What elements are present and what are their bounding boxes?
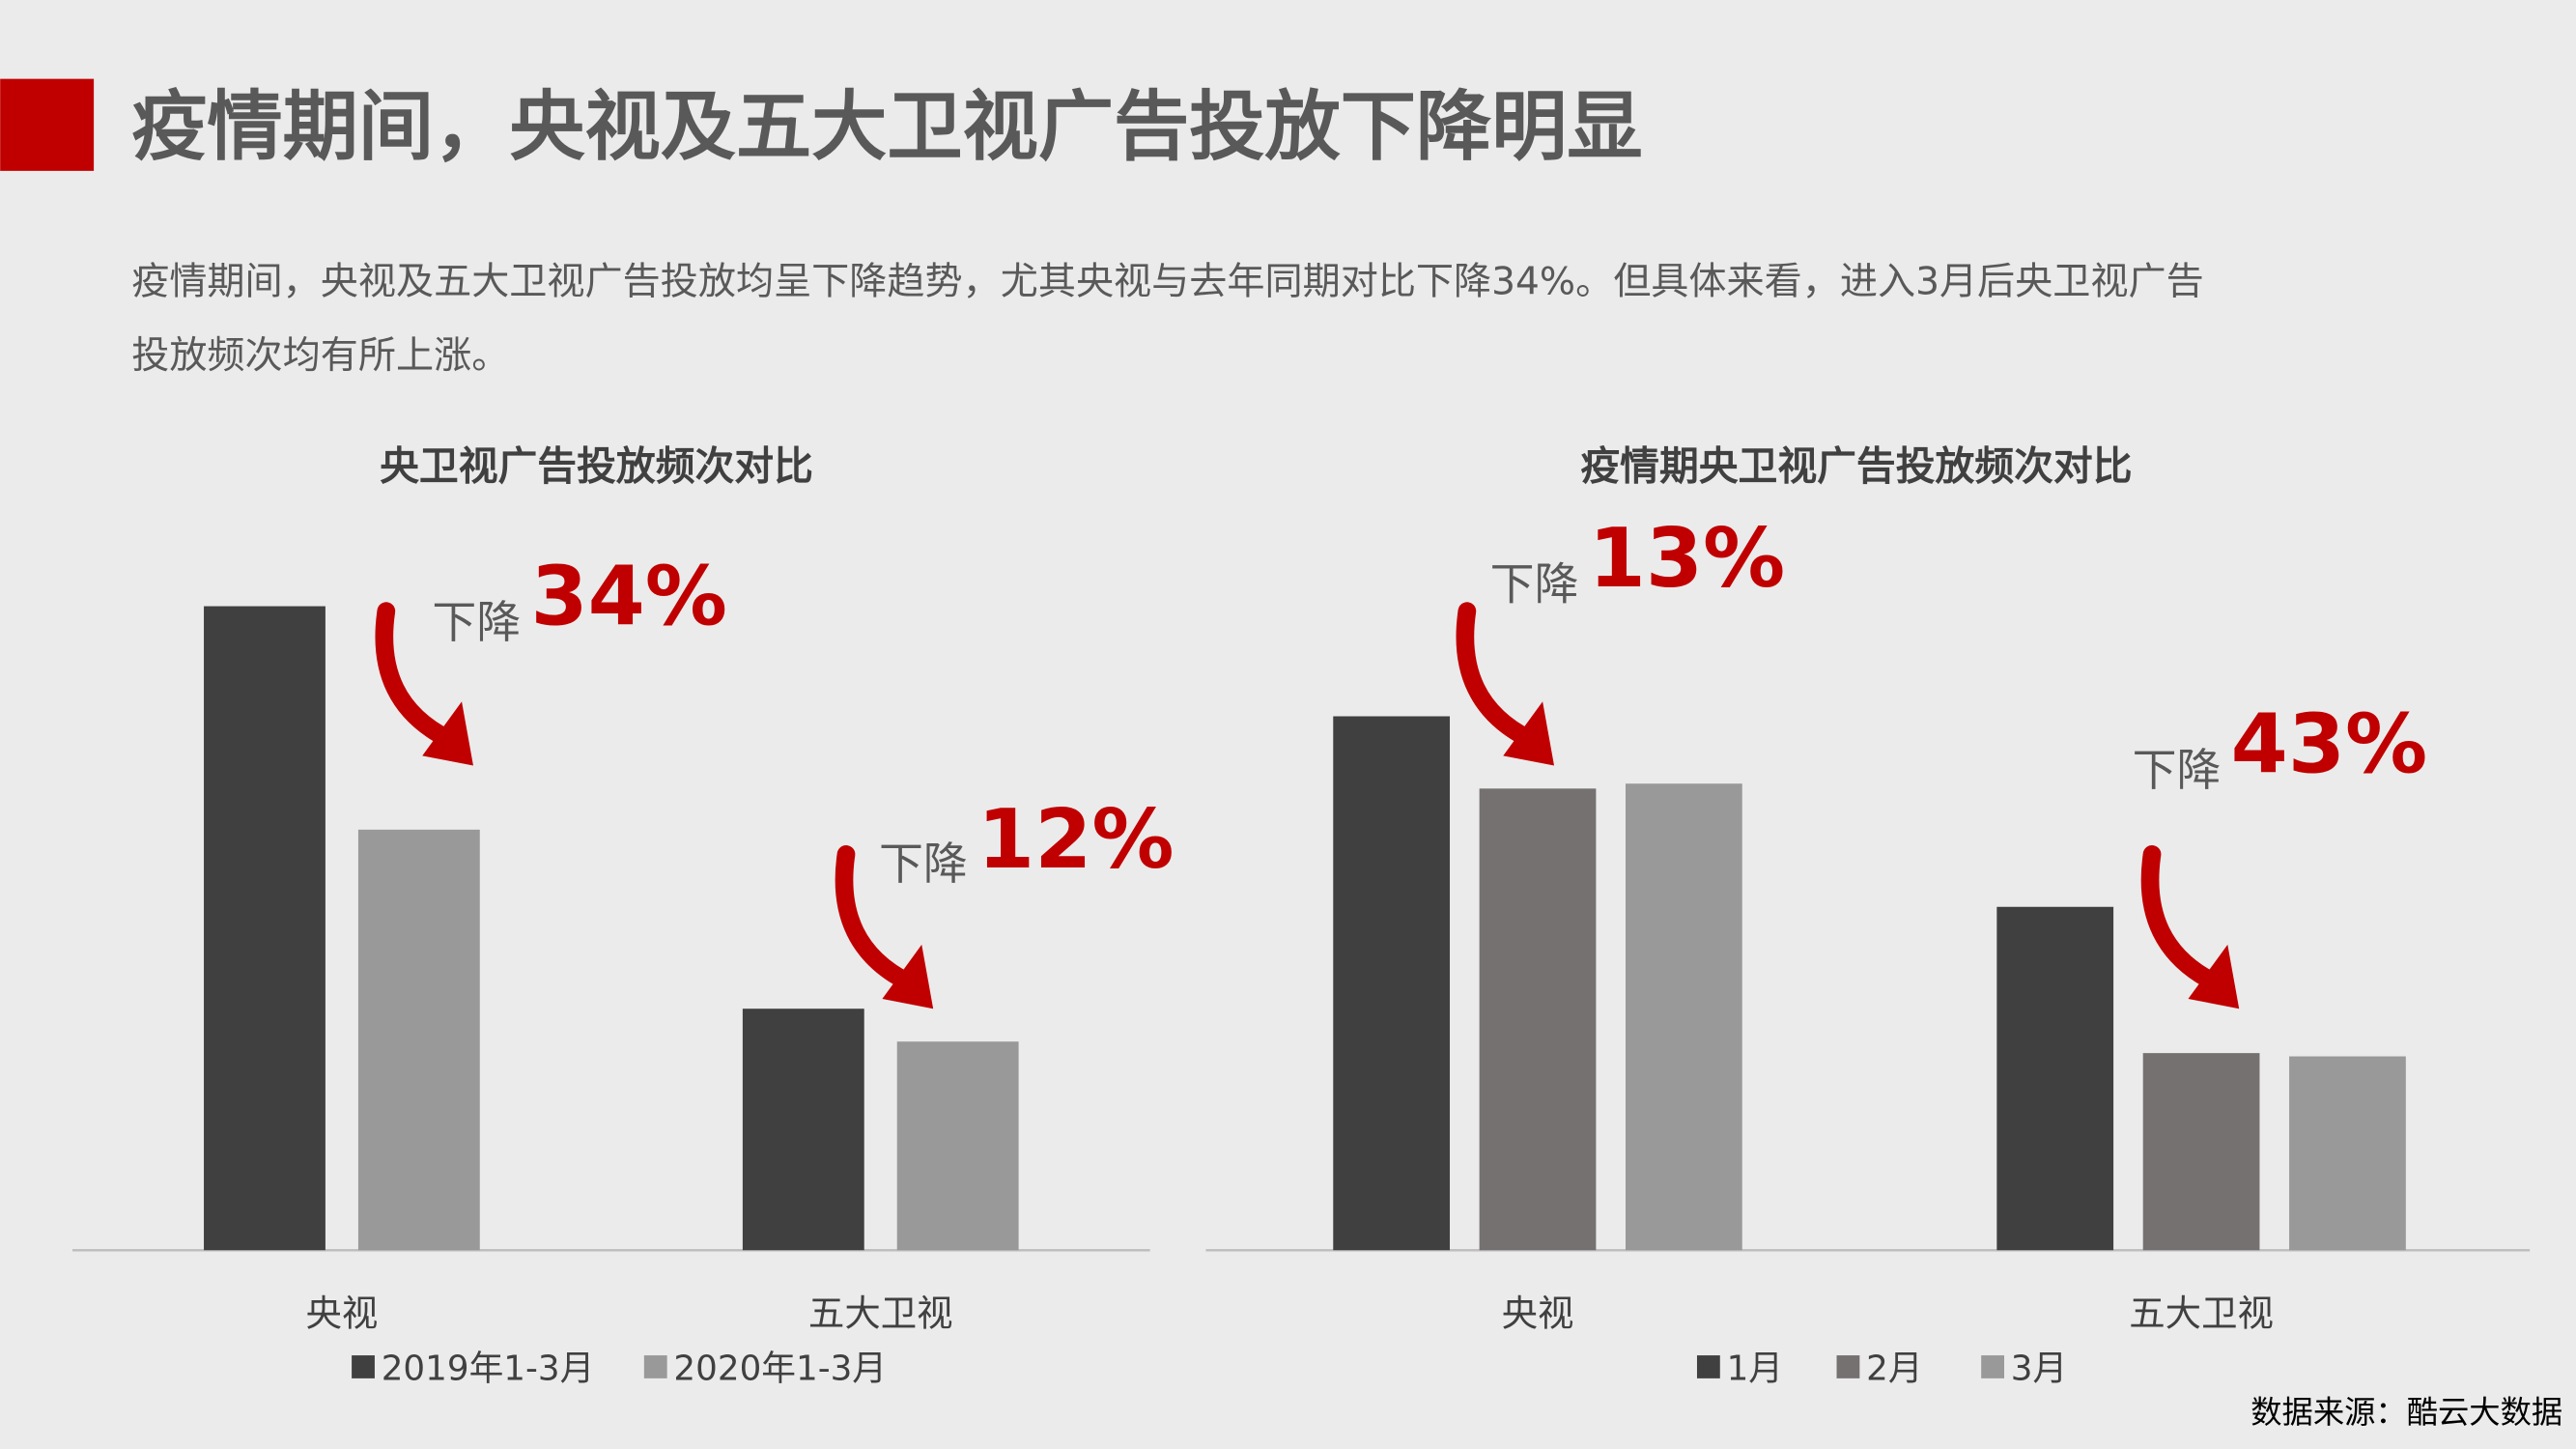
bar <box>2289 1056 2406 1251</box>
arrow <box>2140 844 2224 992</box>
legend-label: 2月 <box>1866 1350 1922 1389</box>
legend-swatch <box>643 1355 667 1378</box>
x-tick-label: 央视 <box>1502 1292 1574 1334</box>
annotation-value: 43% <box>2231 696 2428 792</box>
source: 数据来源：酷云大数据 <box>2250 1394 2562 1431</box>
arrow-head <box>882 944 934 1009</box>
legend-label: 2019年1-3月 <box>382 1350 595 1389</box>
legend-label: 2020年1-3月 <box>673 1350 887 1389</box>
bar <box>357 829 480 1251</box>
bar <box>896 1041 1019 1251</box>
annotation-value: 34% <box>530 549 727 644</box>
legend-label: 1月 <box>1727 1350 1783 1389</box>
arrow-head <box>422 701 473 766</box>
arrow-head <box>2188 944 2240 1009</box>
legend-swatch <box>1696 1355 1720 1378</box>
annotation-text: 下降 <box>1490 558 1579 611</box>
chart-title: 央卫视广告投放频次对比 <box>380 443 813 490</box>
x-tick-label: 五大卫视 <box>808 1292 953 1334</box>
x-tick-label: 五大卫视 <box>2129 1292 2274 1334</box>
x-tick-label: 央视 <box>306 1292 379 1334</box>
bar <box>1996 906 2114 1251</box>
legend-swatch <box>352 1355 375 1378</box>
arrow <box>1456 602 1539 749</box>
arrow <box>835 844 918 992</box>
arrow-head <box>1503 701 1555 766</box>
bar <box>742 1009 864 1251</box>
bar <box>1479 788 1597 1251</box>
bar <box>204 606 326 1251</box>
chart-title: 疫情期央卫视广告投放频次对比 <box>1580 443 2132 490</box>
legend-label: 3月 <box>2011 1350 2067 1389</box>
annotation-text: 下降 <box>432 596 521 648</box>
description: 投放频次均有所上涨。 <box>131 334 509 378</box>
annotation-text: 下降 <box>879 838 968 890</box>
legend-swatch <box>1981 1355 2004 1378</box>
description: 疫情期间，央视及五大卫视广告投放均呈下降趋势，尤其央视与去年同期对比下降34%。… <box>131 260 2204 303</box>
bar <box>2142 1053 2260 1251</box>
legend-swatch <box>1836 1355 1860 1378</box>
annotation-text: 下降 <box>2133 744 2222 796</box>
title-marker <box>0 78 95 171</box>
annotation-value: 12% <box>977 792 1175 888</box>
bar <box>1333 716 1451 1251</box>
arrow <box>375 602 458 749</box>
annotation-value: 13% <box>1589 511 1785 607</box>
bar <box>1625 783 1742 1251</box>
slide-title: 疫情期间，央视及五大卫视广告投放下降明显 <box>131 83 1642 171</box>
